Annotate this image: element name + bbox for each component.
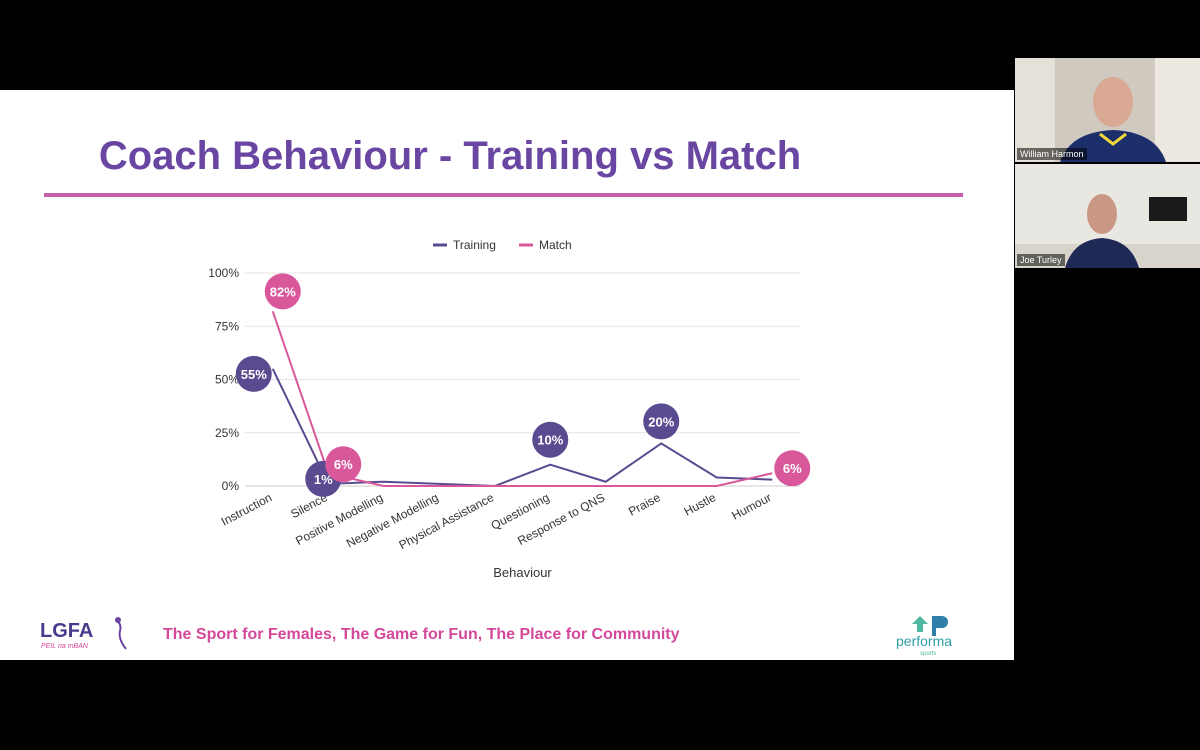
data-label: 55%	[241, 367, 267, 382]
participant-video-frame	[1015, 164, 1200, 268]
data-label-bubble	[264, 273, 301, 310]
x-tick-label: Negative Modelling	[344, 490, 441, 550]
y-tick-label: 100%	[208, 266, 239, 280]
lgfa-logo-subtext: PEIL na mBAN	[41, 643, 89, 650]
data-label: 6%	[334, 457, 353, 472]
x-tick-label: Praise	[626, 490, 663, 518]
data-label: 20%	[648, 414, 674, 429]
data-label-bubble	[643, 403, 680, 440]
data-label-bubble	[325, 446, 362, 483]
x-tick-label: Physical Assistance	[397, 490, 497, 552]
participant-video-william[interactable]: William Harmon	[1015, 58, 1200, 162]
data-label: 1%	[314, 472, 333, 487]
series-line-match	[271, 311, 773, 487]
data-label-bubble	[235, 355, 272, 392]
slide-title: Coach Behaviour - Training vs Match	[98, 134, 802, 178]
lgfa-logo-text: LGFA	[40, 620, 93, 642]
participant-video-joe[interactable]: Joe Turley	[1015, 164, 1200, 268]
data-label: 10%	[537, 433, 563, 448]
lgfa-logo: LGFA PEIL na mBAN	[40, 617, 127, 650]
y-tick-label: 75%	[215, 319, 239, 333]
legend-label: Training	[453, 238, 496, 252]
x-tick-label: Hustle	[682, 490, 719, 518]
line-chart: 100%75%50%25%0%Instruction SilencePositiv…	[208, 238, 811, 580]
tagline: The Sport for Females, The Game for Fun,…	[163, 626, 680, 643]
series-line-training	[271, 368, 773, 488]
participant-video-frame	[1015, 58, 1200, 162]
participant-name: William Harmon	[1017, 148, 1087, 160]
participant-name: Joe Turley	[1017, 254, 1065, 266]
x-tick-label: Instruction	[219, 490, 274, 528]
x-tick-label: Humour	[729, 490, 773, 522]
performa-logo: performa sports	[896, 616, 952, 657]
slide: Coach Behaviour - Training vs Match 100%…	[0, 90, 1014, 660]
x-axis-title: Behaviour	[493, 565, 552, 580]
title-divider	[44, 193, 963, 197]
data-label: 6%	[783, 461, 802, 476]
data-label-bubble	[774, 450, 811, 487]
performa-brand-name: performa	[896, 633, 952, 649]
legend-label: Match	[539, 238, 572, 252]
y-tick-label: 25%	[215, 426, 239, 440]
data-label: 82%	[270, 284, 296, 299]
performa-brand-sub: sports	[920, 651, 936, 657]
data-label-bubble	[532, 421, 569, 458]
y-tick-label: 0%	[222, 479, 240, 493]
y-tick-label: 50%	[215, 373, 239, 387]
